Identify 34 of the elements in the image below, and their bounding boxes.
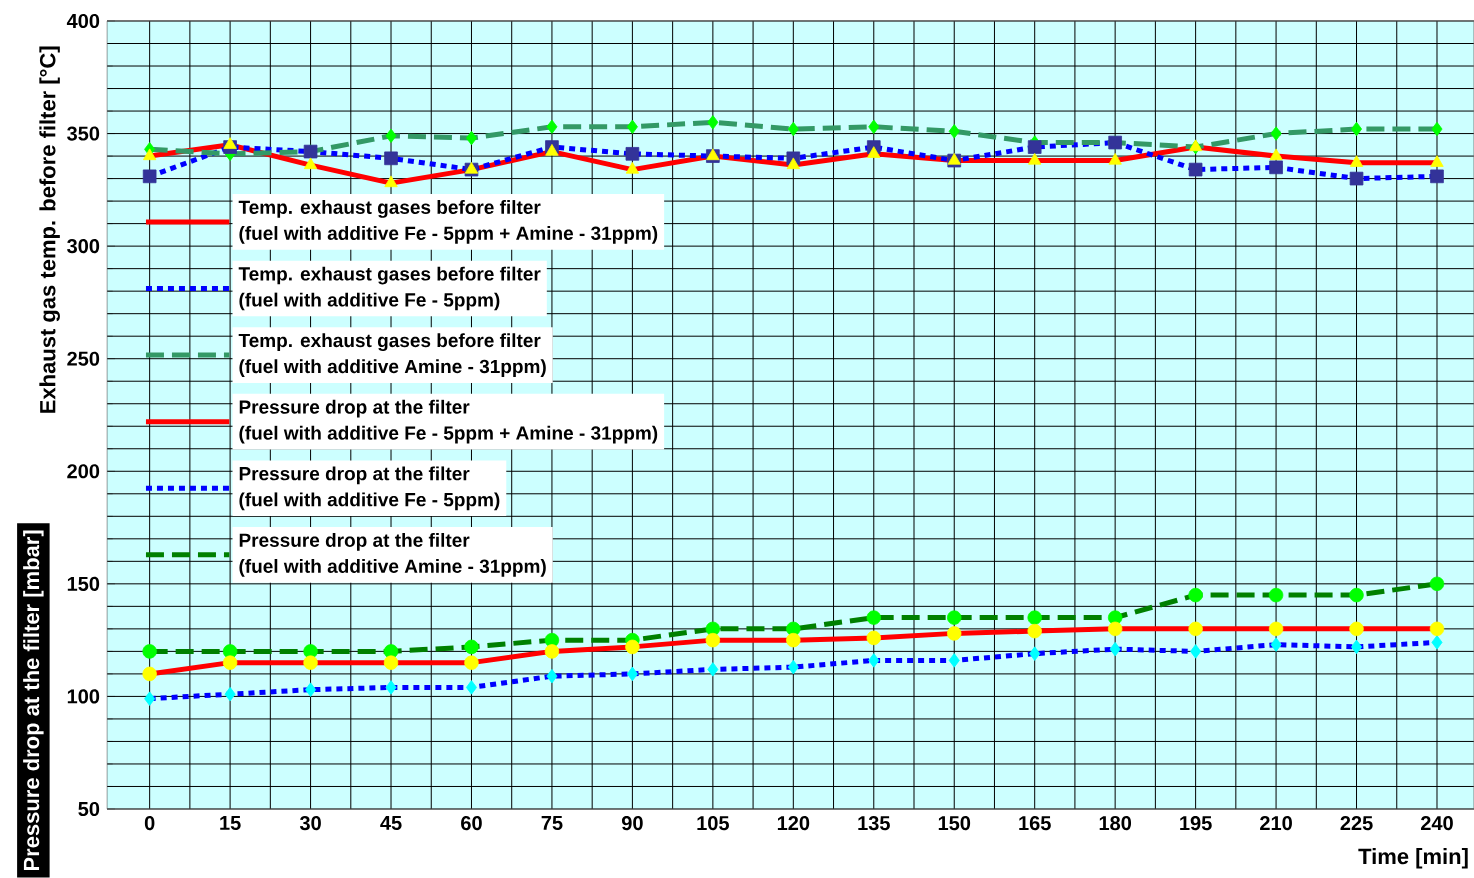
y-tick-label: 150 — [67, 576, 100, 591]
legend-label: Pressure drop at the filter (fuel with additive Fe - 5ppm + Amine - 31ppm) — [239, 399, 658, 444]
legend-label: Temp. exhaust gases before filter (fuel with additive Fe - 5ppm + Amine - 31ppm) — [238, 200, 658, 244]
x-tick-label: 60 — [461, 816, 482, 831]
y-tick-label: 50 — [78, 801, 100, 817]
x-tick-label: 90 — [621, 816, 643, 831]
x-tick-label: 0 — [144, 816, 155, 831]
x-tick-label: 210 — [1260, 816, 1292, 831]
y-tick-label: 300 — [67, 239, 100, 254]
x-tick-label: 120 — [777, 816, 810, 831]
y-tick-label: 400 — [66, 13, 100, 29]
y-tick-label: 250 — [67, 351, 100, 366]
y-tick-label: 100 — [67, 689, 100, 704]
x-tick-label: 150 — [938, 816, 971, 831]
y-tick-label: 350 — [67, 126, 100, 141]
x-tick-label: 165 — [1019, 816, 1051, 831]
x-tick-label: 105 — [697, 816, 729, 831]
x-tick-label: 225 — [1340, 816, 1373, 831]
x-axis-title: Time [min] — [1358, 848, 1468, 869]
legend-label: Temp. exhaust gases before filter (fuel with additive Fe - 5ppm) — [238, 266, 541, 311]
legend-label: Pressure drop at the filter (fuel with additive Fe - 5ppm) — [239, 466, 500, 511]
y-tick-label: 200 — [67, 464, 100, 479]
y-axis-title: Exhaust gas temp. before filter [°C] — [39, 46, 60, 413]
text: Pressure drop at the filter [mbar] — [23, 530, 44, 871]
x-tick-label: 30 — [299, 816, 321, 831]
x-tick-label: 15 — [220, 816, 241, 830]
x-tick-label: 180 — [1099, 816, 1132, 831]
legend-label: Pressure drop at the filter (fuel with additive Amine - 31ppm) — [239, 533, 546, 577]
x-tick-label: 240 — [1420, 816, 1453, 831]
legend-label: Temp. exhaust gases before filter (fuel with additive Amine - 31ppm) — [238, 333, 546, 377]
x-tick-label: 75 — [541, 816, 563, 830]
x-tick-label: 135 — [858, 816, 890, 831]
x-tick-label: 45 — [380, 816, 402, 830]
x-tick-label: 195 — [1180, 816, 1212, 831]
